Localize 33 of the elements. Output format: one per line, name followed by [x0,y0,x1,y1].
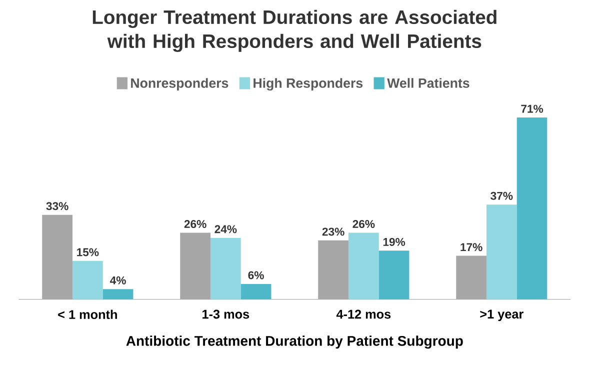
bar [210,238,241,300]
data-label: 23% [322,228,344,236]
x-tick-label: 4-12 mos [336,310,391,319]
data-label: 6% [248,271,264,280]
data-label: 24% [214,225,237,234]
bar [42,214,72,300]
data-label: 19% [383,238,406,246]
bar [378,250,410,300]
legend-label: High Responders [254,78,363,91]
bar [456,256,486,300]
data-label: 33% [46,202,68,210]
bar [348,232,379,300]
bar [516,118,548,300]
data-label: 15% [77,248,99,256]
bar [72,260,103,300]
data-label: 37% [490,192,513,200]
x-tick-label: 1-3 mos [202,310,250,319]
x-axis-title: Antibiotic Treatment Duration by Patient Subgroup [126,336,463,349]
bar [318,240,348,300]
data-label: 17% [460,243,482,252]
chart-title: Longer Treatment Durations are Associated with High Responders and Well Patients [92,10,496,52]
bar [240,284,272,300]
data-label: 26% [184,220,206,228]
data-label: 4% [110,276,126,284]
x-tick-label: >1 year [480,310,524,322]
bar [102,289,134,300]
data-label: 71% [521,104,544,113]
legend-label: Nonresponders [131,78,228,90]
legend-label: Well Patients [387,78,470,88]
x-tick-label: < 1 month [58,310,117,320]
bar [486,204,517,300]
data-label: 26% [352,220,375,228]
bar [180,232,210,300]
